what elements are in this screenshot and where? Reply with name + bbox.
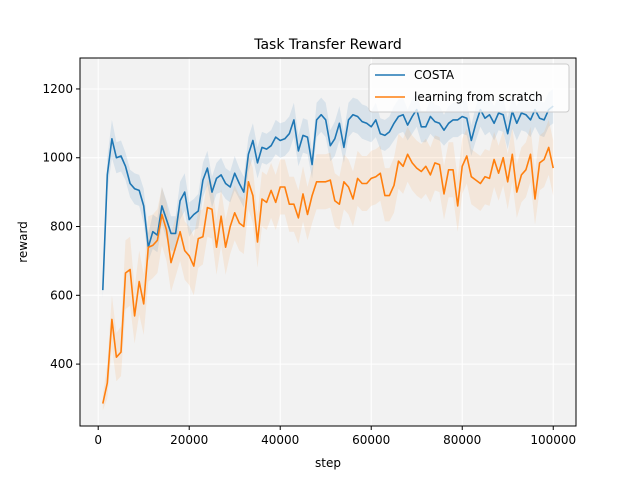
legend-label-costa: COSTA bbox=[414, 68, 455, 82]
grid bbox=[80, 58, 576, 426]
x-tick-label: 0 bbox=[94, 433, 102, 447]
y-ticks: 400 600 800 1000 1200 bbox=[42, 82, 80, 371]
plot-frame bbox=[79, 57, 577, 427]
y-tick-label: 1000 bbox=[42, 151, 73, 165]
y-axis-label: reward bbox=[16, 221, 30, 263]
confidence-bands bbox=[102, 89, 554, 411]
line-series-1 bbox=[102, 146, 554, 404]
legend-box bbox=[368, 63, 570, 113]
series-lines bbox=[102, 105, 554, 404]
x-tick-label: 60000 bbox=[352, 433, 390, 447]
chart-title: Task Transfer Reward bbox=[253, 37, 402, 53]
x-tick-label: 40000 bbox=[261, 433, 299, 447]
y-tick-label: 800 bbox=[50, 220, 73, 234]
band-series-1 bbox=[102, 119, 554, 411]
legend-label-scratch: learning from scratch bbox=[414, 90, 543, 104]
x-tick-label: 20000 bbox=[170, 433, 208, 447]
x-ticks: 0 20000 40000 60000 80000 100000 bbox=[94, 426, 576, 447]
y-tick-label: 600 bbox=[50, 288, 73, 302]
x-tick-label: 100000 bbox=[530, 433, 576, 447]
y-tick-label: 1200 bbox=[42, 82, 73, 96]
x-axis-label: step bbox=[315, 456, 341, 470]
x-tick-label: 80000 bbox=[443, 433, 481, 447]
y-tick-label: 400 bbox=[50, 357, 73, 371]
line-series-0 bbox=[102, 105, 554, 291]
band-series-0 bbox=[102, 89, 554, 299]
plot-area bbox=[80, 58, 576, 426]
legend: COSTA learning from scratch bbox=[368, 63, 570, 113]
